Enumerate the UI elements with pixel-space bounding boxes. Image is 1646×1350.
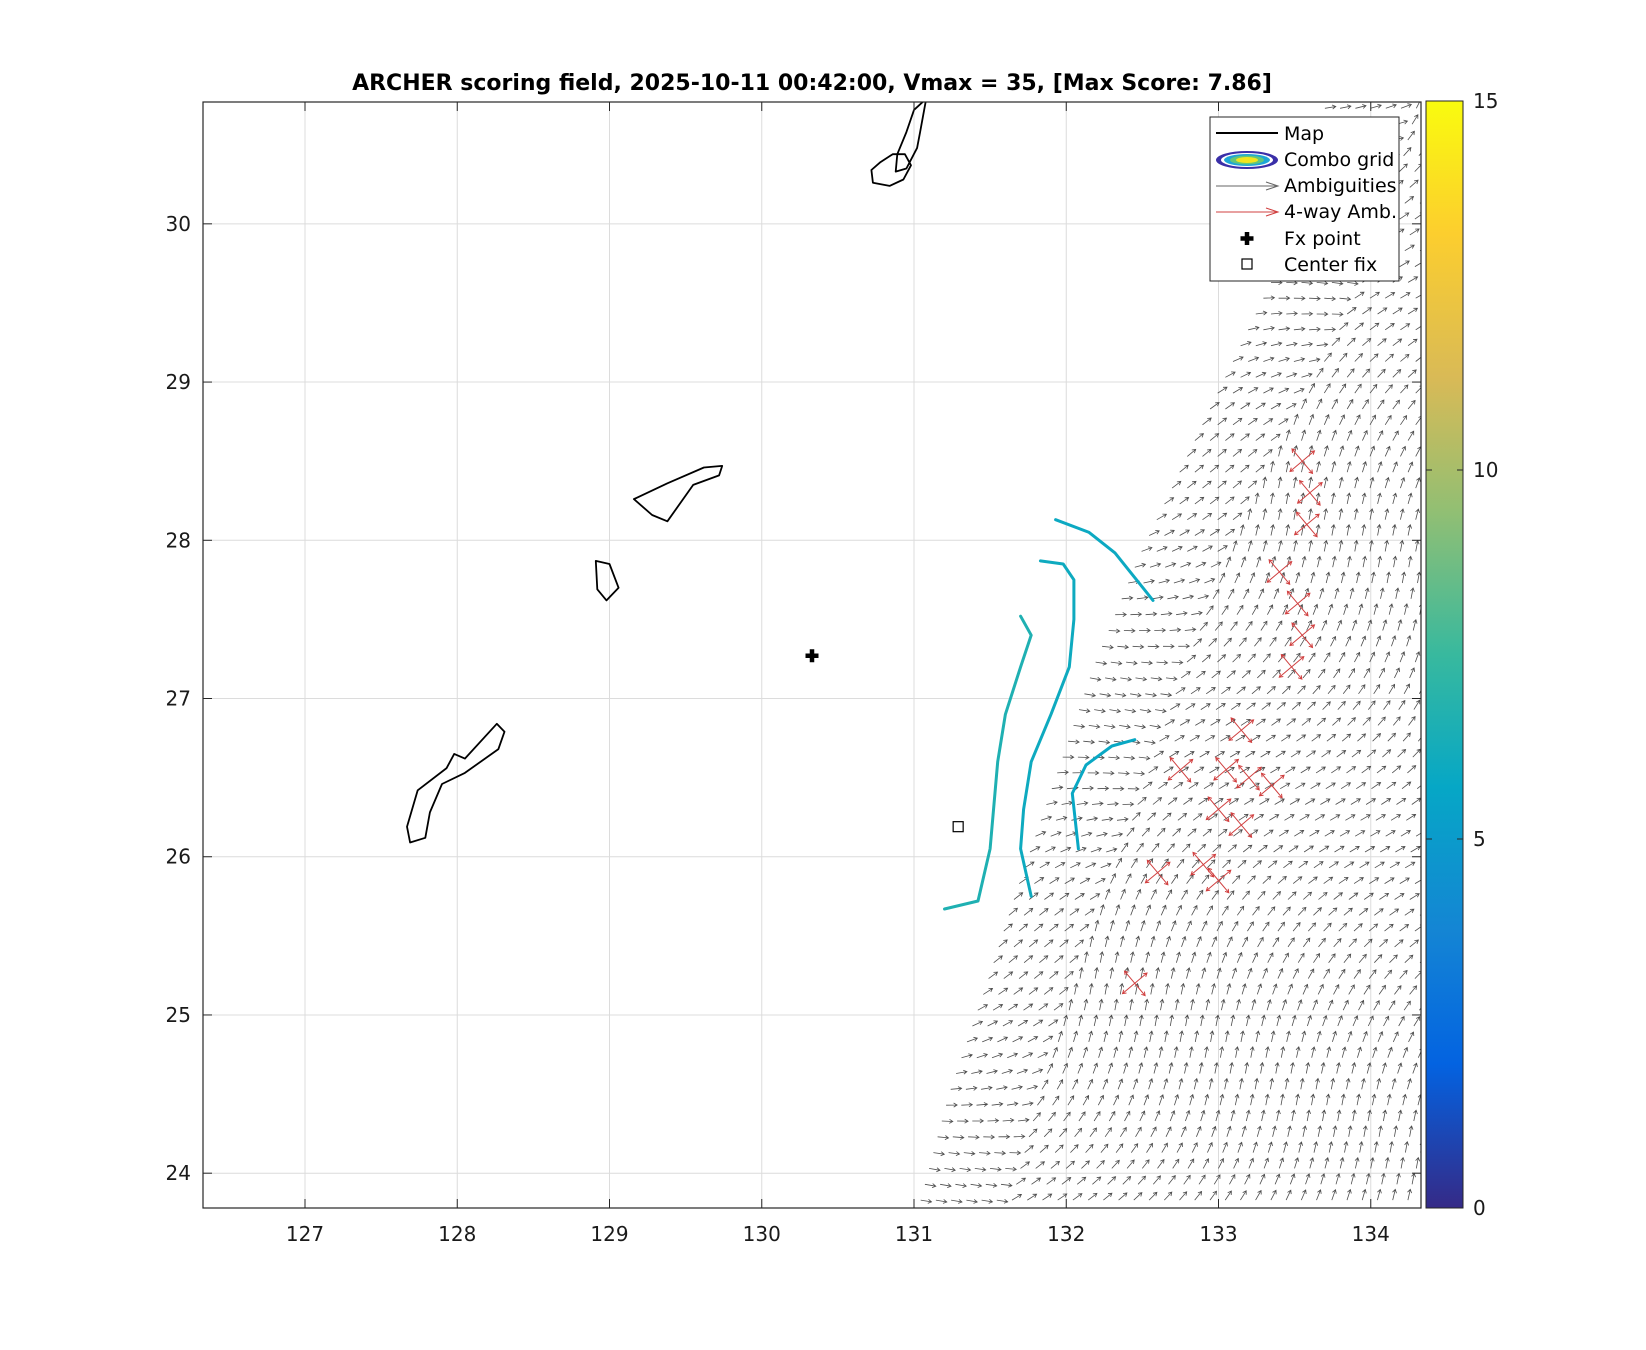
x-tick-label: 133 [1199, 1222, 1237, 1246]
colorbar-tick-label: 0 [1473, 1196, 1486, 1220]
legend-ambiguities-swatch [1216, 181, 1280, 191]
x-tick-label: 127 [286, 1222, 324, 1246]
four-way-ambiguity [1278, 653, 1305, 680]
y-tick-label: 30 [166, 212, 191, 236]
coastline [894, 102, 927, 173]
x-tick-label: 132 [1047, 1222, 1085, 1246]
y-tick-label: 28 [166, 528, 191, 552]
fix-markers [805, 649, 964, 833]
coastline [633, 465, 724, 523]
legend-label-combo-grid: Combo grid [1284, 149, 1394, 171]
four-way-ambiguity [1289, 448, 1316, 475]
x-axis: 127 128 129 130 131 132 133 134 [286, 102, 1390, 1246]
y-tick-label: 26 [166, 845, 191, 869]
four-way-ambiguity [1228, 812, 1255, 839]
legend-center-fix-swatch [1241, 258, 1253, 270]
four-way-ambiguity [1289, 622, 1316, 649]
combo-grid-contours [943, 518, 1155, 911]
score-contour [1054, 518, 1155, 602]
plot-frame [202, 101, 1422, 1209]
chart-title: ARCHER scoring field, 2025-10-11 00:42:0… [352, 71, 1272, 96]
x-tick-label: 129 [590, 1222, 628, 1246]
four-way-ambiguity [1121, 970, 1148, 997]
four-way-ambiguity [1167, 756, 1194, 783]
fx-point-marker [805, 649, 819, 663]
legend-label-ambiguities: Ambiguities [1284, 175, 1397, 197]
four-way-ambiguity-field [1121, 448, 1323, 997]
legend-combo-swatch [1216, 151, 1278, 169]
coastline [406, 722, 506, 844]
x-tick-label: 134 [1352, 1222, 1390, 1246]
center-fix-marker [952, 821, 964, 833]
y-tick-label: 25 [166, 1003, 191, 1027]
four-way-ambiguity [1213, 756, 1240, 783]
y-tick-label: 27 [166, 687, 191, 711]
four-way-ambiguity [1296, 479, 1323, 506]
four-way-ambiguity [1144, 859, 1171, 886]
colorbar-tick-label: 10 [1473, 458, 1498, 482]
colorbar: 0 5 10 15 [1425, 89, 1498, 1220]
legend: Map Combo grid Ambiguities 4-way Amb. Fx… [1209, 116, 1400, 282]
legend-four-way-swatch [1216, 207, 1280, 217]
four-way-ambiguity [1284, 590, 1311, 617]
four-way-ambiguity [1258, 772, 1285, 799]
coastlines [406, 102, 927, 844]
four-way-ambiguity [1205, 796, 1232, 823]
score-contour [943, 614, 1033, 911]
colorbar-tick-label: 5 [1473, 827, 1486, 851]
score-contour [1070, 738, 1137, 851]
x-tick-label: 128 [438, 1222, 476, 1246]
legend-label-fx-point: Fx point [1284, 228, 1361, 250]
four-way-ambiguity [1235, 764, 1262, 791]
colorbar-ticks: 0 5 10 15 [1426, 89, 1498, 1220]
x-tick-label: 130 [743, 1222, 781, 1246]
four-way-ambiguity [1266, 558, 1293, 585]
x-tick-label: 131 [895, 1222, 933, 1246]
score-contour [1019, 559, 1076, 898]
y-tick-label: 29 [166, 370, 191, 394]
coastline [594, 560, 620, 602]
legend-label-four-way: 4-way Amb. [1284, 201, 1397, 223]
colorbar-tick-label: 15 [1473, 89, 1498, 113]
y-tick-label: 24 [166, 1161, 191, 1185]
four-way-ambiguity [1228, 717, 1255, 744]
legend-fx-swatch [1240, 232, 1254, 245]
legend-box [1209, 116, 1400, 282]
y-axis: 24 25 26 27 28 29 30 [166, 212, 1421, 1185]
four-way-ambiguity [1293, 511, 1320, 538]
colorbar-gradient [1425, 100, 1464, 1209]
legend-label-center-fix: Center fix [1284, 254, 1377, 276]
four-way-ambiguity [1205, 867, 1232, 894]
legend-label-map: Map [1284, 123, 1324, 145]
